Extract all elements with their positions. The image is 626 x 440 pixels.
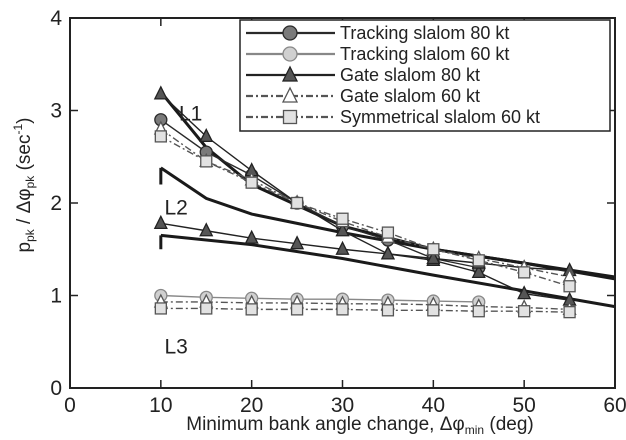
plot-content: L1 L2 L3 bbox=[153, 85, 616, 358]
data-point bbox=[282, 25, 298, 41]
data-point bbox=[154, 302, 167, 315]
data-point bbox=[153, 85, 168, 100]
legend-entry: Gate slalom 80 kt bbox=[246, 65, 480, 85]
data-point bbox=[153, 214, 168, 230]
y-tick-label: 1 bbox=[50, 285, 62, 308]
data-point bbox=[518, 305, 531, 318]
x-tick-label: 0 bbox=[64, 394, 76, 417]
data-point bbox=[290, 235, 305, 250]
data-point bbox=[381, 304, 395, 317]
boundary-annotations: L1 L2 L3 bbox=[164, 102, 202, 358]
legend-label: Symmetrical slalom 60 kt bbox=[340, 107, 540, 127]
data-point bbox=[335, 222, 350, 237]
data-point bbox=[517, 285, 532, 300]
data-point bbox=[472, 305, 485, 318]
data-point bbox=[154, 130, 167, 143]
data-point bbox=[518, 266, 531, 279]
data-point bbox=[381, 226, 395, 239]
data-point bbox=[426, 250, 441, 265]
x-tick-label: 10 bbox=[149, 394, 172, 417]
x-axis-title: Minimum bank angle change, Δφmin (deg) bbox=[186, 414, 533, 437]
series-line bbox=[160, 294, 479, 303]
x-tick-label: 20 bbox=[240, 394, 263, 417]
legend-entry: Symmetrical slalom 60 kt bbox=[246, 107, 540, 127]
series-4 bbox=[154, 302, 576, 319]
data-point bbox=[427, 304, 440, 317]
x-tick-label: 40 bbox=[422, 394, 445, 417]
boundary-line-l2 bbox=[159, 166, 616, 279]
x-axis-tick-labels: 0 10 20 30 40 50 60 bbox=[64, 394, 626, 417]
legend-label: Tracking slalom 80 kt bbox=[340, 23, 509, 43]
annotation-l1: L1 bbox=[179, 102, 202, 125]
series-line bbox=[160, 301, 570, 311]
data-point bbox=[290, 196, 304, 210]
data-point bbox=[290, 303, 304, 316]
data-point bbox=[282, 46, 298, 62]
annotation-l2: L2 bbox=[164, 197, 187, 220]
y-tick-label: 2 bbox=[50, 192, 62, 215]
data-point bbox=[380, 245, 395, 260]
annotation-l3: L3 bbox=[164, 335, 187, 358]
x-tick-label: 50 bbox=[512, 394, 535, 417]
legend-entry: Gate slalom 60 kt bbox=[246, 86, 480, 106]
y-axis-ticks bbox=[70, 17, 615, 389]
data-point bbox=[245, 303, 258, 316]
data-point bbox=[245, 176, 258, 189]
series-line bbox=[160, 222, 570, 301]
x-tick-label: 60 bbox=[603, 394, 626, 417]
legend-label: Gate slalom 60 kt bbox=[340, 86, 480, 106]
data-point bbox=[200, 302, 213, 315]
legend-label: Gate slalom 80 kt bbox=[340, 65, 480, 85]
legend-entry: Tracking slalom 80 kt bbox=[246, 23, 509, 43]
series-line bbox=[160, 128, 570, 278]
series-7 bbox=[154, 130, 576, 293]
data-point bbox=[200, 155, 213, 168]
y-tick-label: 0 bbox=[50, 377, 62, 400]
data-series bbox=[153, 85, 577, 319]
boundary-line-l3 bbox=[160, 233, 616, 309]
data-point bbox=[471, 263, 486, 279]
series-line bbox=[160, 119, 479, 269]
data-point bbox=[563, 305, 576, 319]
y-tick-label: 4 bbox=[50, 7, 62, 30]
series-line bbox=[160, 307, 570, 313]
data-point bbox=[335, 240, 350, 255]
y-axis-tick-labels: 0 1 2 3 4 bbox=[50, 7, 62, 400]
data-point bbox=[336, 303, 349, 316]
data-point bbox=[563, 280, 576, 293]
data-point bbox=[427, 243, 440, 256]
y-axis-title: ppk / Δφpk (sec-1) bbox=[11, 118, 37, 253]
data-point bbox=[281, 65, 299, 82]
data-point bbox=[199, 127, 214, 143]
y-tick-label: 3 bbox=[50, 100, 62, 123]
legend-entry: Tracking slalom 60 kt bbox=[246, 44, 509, 64]
series-line bbox=[160, 93, 570, 272]
series-line bbox=[160, 135, 570, 287]
data-point bbox=[336, 212, 349, 225]
data-point bbox=[472, 254, 485, 267]
data-point bbox=[199, 222, 214, 237]
x-tick-label: 30 bbox=[331, 394, 354, 417]
data-point bbox=[244, 229, 259, 244]
data-point bbox=[282, 109, 298, 125]
data-point bbox=[281, 86, 299, 103]
legend-label: Tracking slalom 60 kt bbox=[340, 44, 509, 64]
